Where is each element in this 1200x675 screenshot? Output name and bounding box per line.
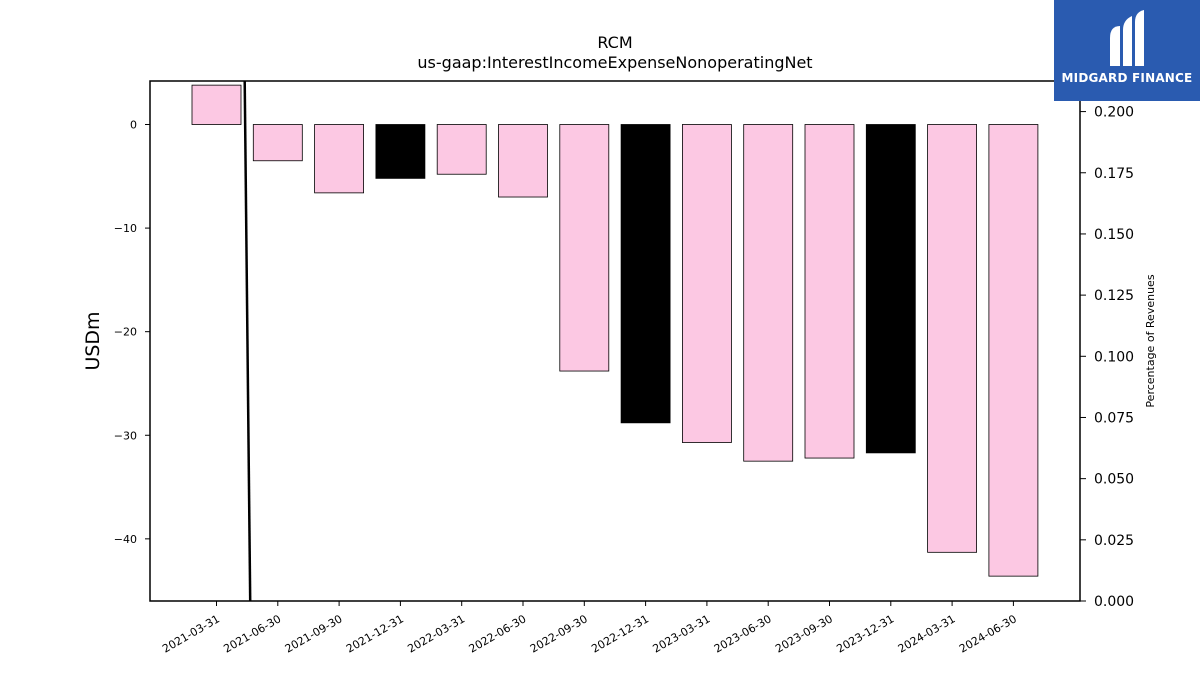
bar-2021-12-31 <box>375 124 426 179</box>
y2-axis-label: Percentage of Revenues <box>1144 274 1157 407</box>
y2-tick-label: 0.050 <box>1094 472 1134 488</box>
bar-2021-09-30 <box>314 124 365 194</box>
brand-name: MIDGARD FINANCE <box>1061 71 1193 85</box>
y2-tick-label: 0.000 <box>1094 594 1134 610</box>
plot-frame <box>149 80 1081 602</box>
x-tick-label: 2023-06-30 <box>712 612 774 655</box>
y2-tick-label: 0.075 <box>1094 410 1134 426</box>
line-layer <box>243 80 252 602</box>
x-tick-label: 2024-06-30 <box>957 612 1019 655</box>
x-tick-label: 2023-03-31 <box>651 612 713 655</box>
bar-2023-03-31 <box>682 124 732 443</box>
x-tick-label: 2022-06-30 <box>467 612 529 655</box>
bar-2023-09-30 <box>804 124 855 459</box>
x-tick-label: 2022-09-30 <box>528 612 590 655</box>
y-tick-label: 0 <box>130 119 137 132</box>
midgard-logo-icon <box>1110 10 1144 66</box>
bar-2022-03-31 <box>436 124 487 175</box>
chart-subtitle: us-gaap:InterestIncomeExpenseNonoperatin… <box>417 53 812 72</box>
x-tick-label: 2021-06-30 <box>221 612 283 655</box>
y-tick-label: −30 <box>114 429 137 442</box>
x-tick-label: 2023-09-30 <box>773 612 835 655</box>
bar-2022-06-30 <box>498 124 548 198</box>
y-tick-label: −20 <box>114 326 137 339</box>
bar-2022-09-30 <box>559 124 610 372</box>
bar-2021-06-30 <box>252 124 303 162</box>
bar-2023-12-31 <box>865 124 916 454</box>
y2-tick-label: 0.100 <box>1094 349 1134 365</box>
x-tick-label: 2024-03-31 <box>896 612 958 655</box>
y2-tick-label: 0.200 <box>1094 105 1134 121</box>
x-tick-label: 2021-03-31 <box>160 612 222 655</box>
revenue-pct-line <box>243 80 252 602</box>
x-tick-label: 2021-12-31 <box>344 612 406 655</box>
bar-2022-12-31 <box>620 124 671 424</box>
x-tick-label: 2022-12-31 <box>589 612 651 655</box>
y2-tick-label: 0.125 <box>1094 288 1134 304</box>
bar-2024-03-31 <box>927 124 977 553</box>
chart-title: RCM <box>597 33 632 52</box>
y2-tick-label: 0.025 <box>1094 533 1134 549</box>
x-tick-label: 2021-09-30 <box>283 612 345 655</box>
y2-tick-label: 0.150 <box>1094 227 1134 243</box>
bar-2024-06-30 <box>988 124 1039 577</box>
x-tick-label: 2023-12-31 <box>834 612 896 655</box>
y-tick-label: −10 <box>114 222 137 235</box>
brand-logo: MIDGARD FINANCE <box>1054 0 1200 101</box>
x-tick-label: 2022-03-31 <box>405 612 467 655</box>
y-axis-label: USDm <box>82 311 104 370</box>
bar-2021-03-31 <box>191 84 242 125</box>
y2-tick-label: 0.175 <box>1094 166 1134 182</box>
bar-2023-06-30 <box>743 124 794 462</box>
bars-layer <box>191 84 1039 577</box>
y-tick-label: −40 <box>114 533 137 546</box>
